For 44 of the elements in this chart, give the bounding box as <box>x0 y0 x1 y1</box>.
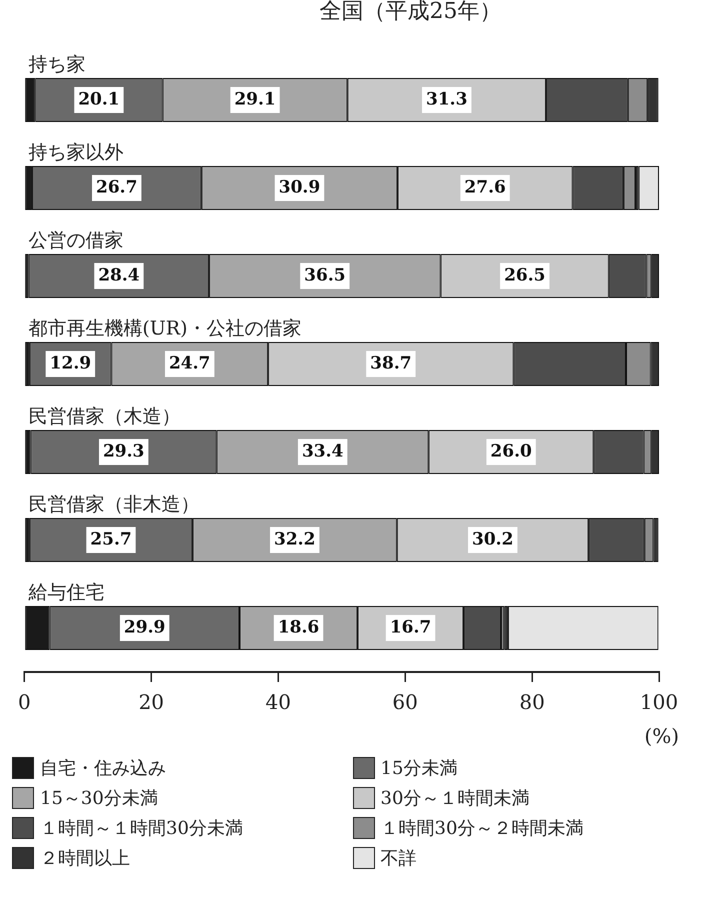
data-label: 30.9 <box>278 177 320 198</box>
data-label: 38.7 <box>370 353 412 374</box>
y-tick-label: 民営借家（木造） <box>28 405 180 428</box>
data-label: 29.3 <box>102 441 144 462</box>
chart-title: 全国（平成25年） <box>318 0 502 24</box>
data-label: 16.7 <box>390 617 432 638</box>
data-label: 26.0 <box>490 441 532 462</box>
data-label: 25.7 <box>90 529 132 550</box>
data-label: 12.9 <box>50 353 92 374</box>
x-tick-label: 60 <box>392 690 418 714</box>
data-label: 20.1 <box>78 89 120 110</box>
data-label: 26.5 <box>504 265 546 286</box>
y-tick-label: 持ち家 <box>28 53 86 76</box>
legend-label: １時間～１時間30分未満 <box>40 817 243 840</box>
data-label: 28.4 <box>98 265 140 286</box>
data-label: 26.7 <box>96 177 138 198</box>
legend-label: 15～30分未満 <box>40 787 158 810</box>
data-label: 36.5 <box>304 265 346 286</box>
data-label: 27.6 <box>464 177 506 198</box>
y-tick-label: 民営借家（非木造） <box>28 493 200 516</box>
legend-label: ２時間以上 <box>40 847 130 870</box>
data-label: 18.6 <box>278 617 320 638</box>
x-axis-title: (%) <box>644 724 679 748</box>
data-label: 29.9 <box>124 617 166 638</box>
data-label: 33.4 <box>302 441 344 462</box>
data-label: 29.1 <box>234 89 276 110</box>
y-tick-label: 都市再生機構(UR)・公社の借家 <box>28 317 302 340</box>
legend-label: １時間30分～２時間未満 <box>380 817 584 840</box>
x-tick-label: 80 <box>519 690 545 714</box>
legend-label: 不詳 <box>380 847 416 870</box>
x-tick-label: 20 <box>138 690 164 714</box>
legend-label: 自宅・住み込み <box>40 757 166 780</box>
y-tick-label: 公営の借家 <box>28 229 124 252</box>
x-tick-label: 0 <box>18 690 31 714</box>
legend-label: 30分～１時間未満 <box>380 787 530 810</box>
legend-label: 15分未満 <box>380 757 458 780</box>
y-tick-label: 給与住宅 <box>27 581 104 604</box>
x-tick-label: 40 <box>265 690 291 714</box>
data-label: 32.2 <box>274 529 316 550</box>
data-label: 31.3 <box>426 89 468 110</box>
data-label: 24.7 <box>168 353 210 374</box>
data-label: 30.2 <box>472 529 514 550</box>
x-tick-label: 100 <box>640 690 678 714</box>
y-tick-label: 持ち家以外 <box>28 141 124 164</box>
